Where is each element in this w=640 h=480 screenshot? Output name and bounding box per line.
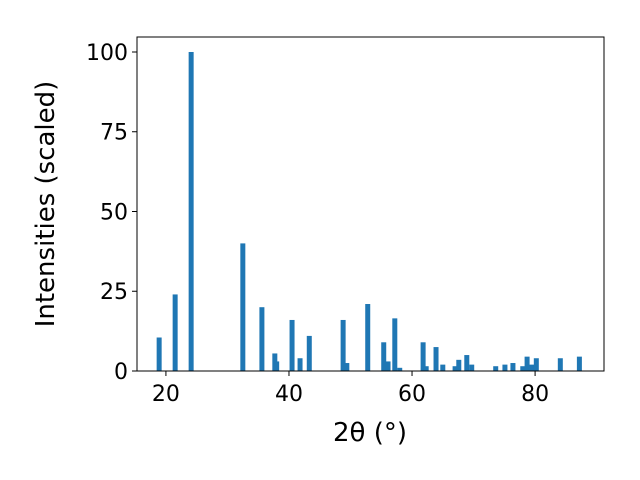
x-tick-label: 80 — [521, 382, 549, 407]
bar — [392, 318, 398, 371]
bar — [576, 356, 582, 371]
x-tick-label: 60 — [398, 382, 426, 407]
bar — [365, 304, 371, 371]
bar — [520, 366, 526, 371]
bar — [529, 364, 535, 371]
bar — [464, 355, 470, 371]
bar — [456, 359, 462, 371]
bar — [397, 367, 403, 371]
bar — [340, 319, 346, 371]
bar — [524, 356, 530, 371]
bar — [433, 347, 439, 371]
bar — [502, 364, 508, 371]
bar — [493, 366, 499, 371]
bar — [156, 337, 162, 371]
bar — [274, 361, 280, 371]
bar — [423, 366, 429, 371]
bar — [533, 358, 539, 371]
y-tick-label: 100 — [86, 41, 128, 66]
bar — [510, 363, 516, 371]
bar — [172, 294, 178, 371]
y-tick-label: 50 — [100, 200, 128, 225]
bar — [259, 307, 265, 371]
bar — [297, 358, 303, 371]
bar — [289, 319, 295, 371]
y-axis-label: Intensities (scaled) — [31, 81, 61, 328]
x-tick-label: 20 — [152, 382, 180, 407]
bar — [381, 342, 387, 371]
x-tick-label: 40 — [275, 382, 303, 407]
bar — [452, 366, 458, 371]
bar — [306, 335, 312, 371]
y-tick-label: 25 — [100, 280, 128, 305]
plot-frame — [136, 36, 605, 372]
bar — [469, 364, 475, 371]
x-axis-label: 2θ (°) — [333, 418, 407, 448]
bar — [440, 364, 446, 371]
y-tick-label: 75 — [100, 121, 128, 146]
y-tick-label: 0 — [114, 360, 128, 385]
bar — [385, 361, 391, 371]
bar — [420, 342, 426, 371]
bar — [188, 51, 194, 371]
bar — [344, 363, 350, 371]
bar — [240, 243, 246, 371]
bar — [557, 358, 563, 371]
